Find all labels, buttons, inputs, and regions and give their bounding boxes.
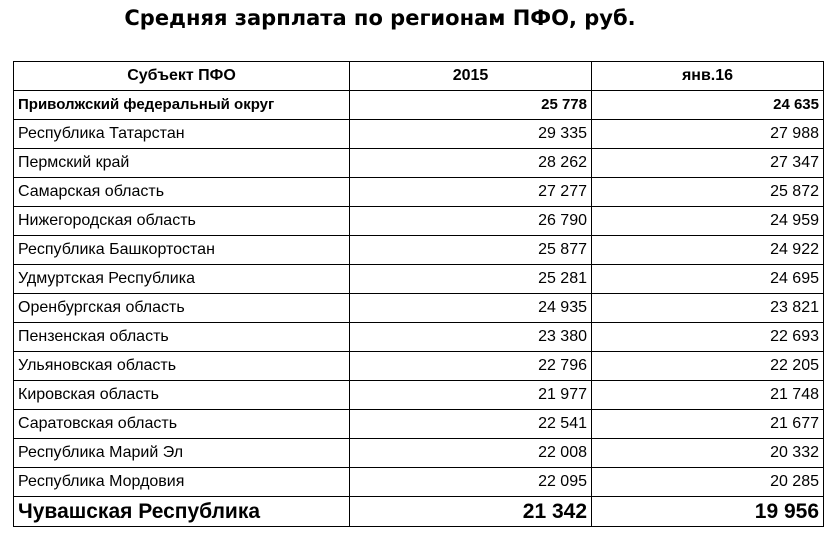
region-name: Ульяновская область (13, 351, 350, 381)
value-jan16: 24 695 (591, 264, 824, 294)
value-2015: 27 277 (349, 177, 592, 207)
value-2015: 29 335 (349, 119, 592, 149)
value-jan16: 21 677 (591, 409, 824, 439)
value-jan16: 21 748 (591, 380, 824, 410)
value-jan16: 22 693 (591, 322, 824, 352)
value-2015: 25 778 (349, 90, 592, 120)
value-2015: 22 095 (349, 467, 592, 497)
value-2015: 21 342 (349, 496, 592, 527)
region-name: Пермский край (13, 148, 350, 178)
value-2015: 22 796 (349, 351, 592, 381)
value-jan16: 19 956 (591, 496, 824, 527)
table-row: Нижегородская область 26 790 24 959 (13, 206, 824, 236)
value-2015: 25 281 (349, 264, 592, 294)
region-name: Пензенская область (13, 322, 350, 352)
salary-table: Субъект ПФО 2015 янв.16 Приволжский феде… (13, 61, 824, 527)
value-jan16: 24 959 (591, 206, 824, 236)
value-2015: 23 380 (349, 322, 592, 352)
value-jan16: 20 285 (591, 467, 824, 497)
value-jan16: 22 205 (591, 351, 824, 381)
region-name: Республика Мордовия (13, 467, 350, 497)
table-row: Оренбургская область 24 935 23 821 (13, 293, 824, 323)
value-jan16: 25 872 (591, 177, 824, 207)
value-2015: 22 541 (349, 409, 592, 439)
region-name: Нижегородская область (13, 206, 350, 236)
table-row: Республика Татарстан 29 335 27 988 (13, 119, 824, 149)
region-name: Чувашская Республика (13, 496, 350, 527)
value-2015: 25 877 (349, 235, 592, 265)
region-name: Республика Марий Эл (13, 438, 350, 468)
value-2015: 26 790 (349, 206, 592, 236)
value-2015: 22 008 (349, 438, 592, 468)
column-header-2015: 2015 (349, 61, 592, 91)
value-jan16: 27 347 (591, 148, 824, 178)
value-2015: 24 935 (349, 293, 592, 323)
table-row: Республика Марий Эл 22 008 20 332 (13, 438, 824, 468)
value-jan16: 24 922 (591, 235, 824, 265)
table-row: Кировская область 21 977 21 748 (13, 380, 824, 410)
table-row-chuvash-highlight: Чувашская Республика 21 342 19 956 (13, 496, 824, 527)
table-row: Саратовская область 22 541 21 677 (13, 409, 824, 439)
region-name: Удмуртская Республика (13, 264, 350, 294)
region-name: Кировская область (13, 380, 350, 410)
table-row: Республика Башкортостан 25 877 24 922 (13, 235, 824, 265)
region-name: Саратовская область (13, 409, 350, 439)
table-row: Пензенская область 23 380 22 693 (13, 322, 824, 352)
table-row: Республика Мордовия 22 095 20 285 (13, 467, 824, 497)
value-jan16: 20 332 (591, 438, 824, 468)
table-row: Пермский край 28 262 27 347 (13, 148, 824, 178)
value-2015: 28 262 (349, 148, 592, 178)
column-header-jan16: янв.16 (591, 61, 824, 91)
region-name: Республика Башкортостан (13, 235, 350, 265)
table-row: Ульяновская область 22 796 22 205 (13, 351, 824, 381)
region-name: Приволжский федеральный округ (13, 90, 350, 120)
table-row: Удмуртская Республика 25 281 24 695 (13, 264, 824, 294)
region-name: Оренбургская область (13, 293, 350, 323)
table-row-district-total: Приволжский федеральный округ 25 778 24 … (13, 90, 824, 120)
region-name: Республика Татарстан (13, 119, 350, 149)
region-name: Самарская область (13, 177, 350, 207)
value-2015: 21 977 (349, 380, 592, 410)
value-jan16: 23 821 (591, 293, 824, 323)
value-jan16: 24 635 (591, 90, 824, 120)
table-header-row: Субъект ПФО 2015 янв.16 (13, 61, 824, 91)
value-jan16: 27 988 (591, 119, 824, 149)
column-header-region: Субъект ПФО (13, 61, 350, 91)
page-title: Средняя зарплата по регионам ПФО, руб. (124, 6, 636, 30)
table-row: Самарская область 27 277 25 872 (13, 177, 824, 207)
